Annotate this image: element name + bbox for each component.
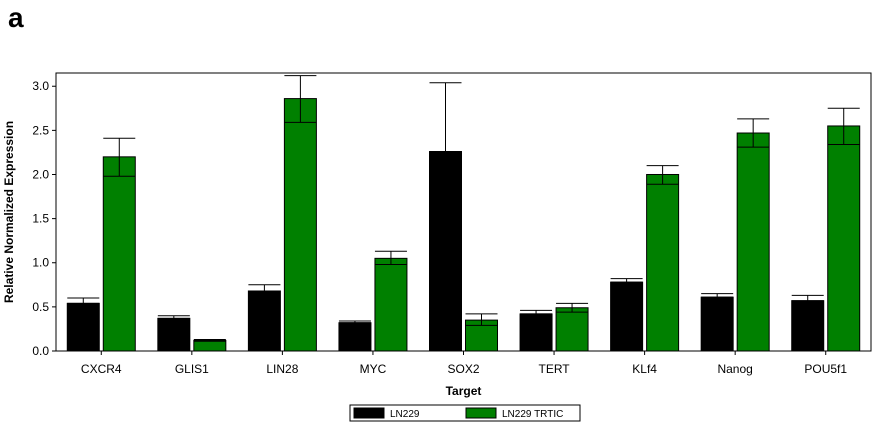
bar: [102, 156, 136, 352]
legend-box: [349, 404, 581, 422]
bar: [700, 296, 734, 352]
x-tick-label: KLf4: [632, 362, 657, 376]
bar: [66, 302, 100, 352]
y-tick-label: 2.5: [32, 123, 49, 137]
bar: [374, 257, 408, 352]
legend-label: LN229: [390, 409, 420, 420]
y-tick-label: 3.0: [32, 79, 49, 93]
bar: [555, 307, 589, 352]
bar: [791, 300, 825, 352]
bar: [610, 281, 644, 352]
y-tick-label: 2.0: [32, 167, 49, 181]
bar: [157, 317, 191, 352]
legend-swatch: [465, 407, 497, 419]
x-tick-label: MYC: [360, 362, 387, 376]
panel-label: a: [8, 2, 24, 33]
legend-swatch: [353, 407, 385, 419]
bar: [247, 290, 281, 352]
y-tick-label: 1.5: [32, 212, 49, 226]
bar: [283, 98, 317, 352]
x-tick-label: POU5f1: [804, 362, 847, 376]
y-tick-label: 0.0: [32, 344, 49, 358]
x-tick-label: SOX2: [447, 362, 479, 376]
legend-label: LN229 TRTIC: [502, 409, 563, 420]
x-tick-label: CXCR4: [81, 362, 122, 376]
bar: [736, 132, 770, 352]
x-tick-label: TERT: [538, 362, 570, 376]
bar: [429, 151, 462, 352]
bar: [646, 173, 680, 352]
x-tick-label: GLIS1: [175, 362, 209, 376]
bar: [338, 322, 372, 352]
y-tick-label: 0.5: [32, 300, 49, 314]
bar: [827, 125, 861, 352]
x-axis-title: Target: [446, 384, 482, 398]
bar: [193, 339, 227, 352]
y-tick-label: 1.0: [32, 256, 49, 270]
y-axis-title: Relative Normalized Expression: [2, 121, 16, 303]
x-tick-label: LIN28: [266, 362, 298, 376]
bar: [519, 313, 553, 352]
x-tick-label: Nanog: [717, 362, 752, 376]
